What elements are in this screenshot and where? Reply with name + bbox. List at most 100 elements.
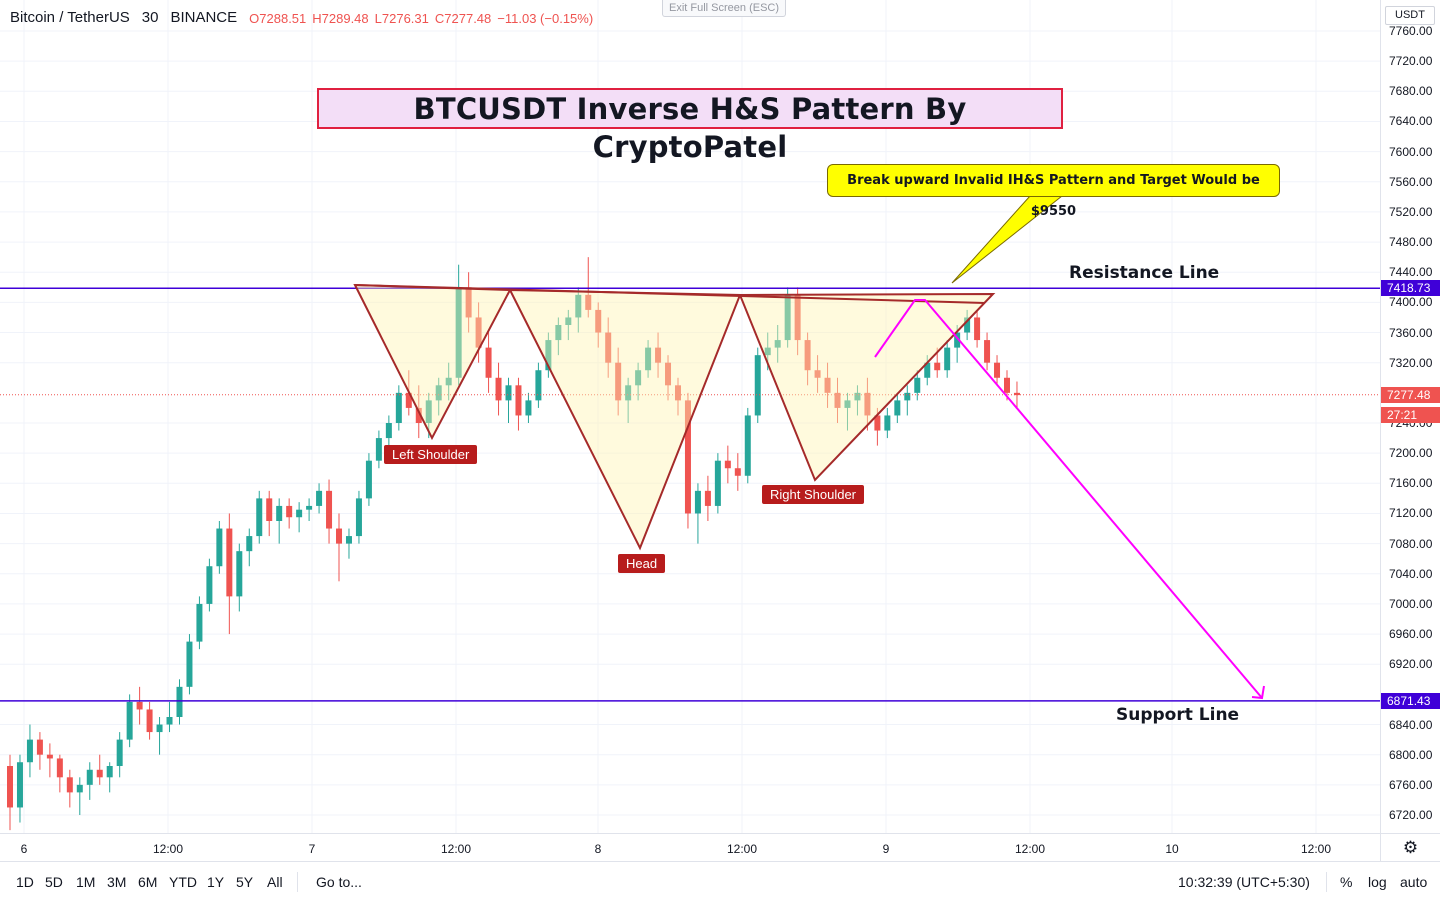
toolbar-divider: [297, 872, 298, 892]
candle-series: [7, 257, 1020, 831]
candle: [924, 355, 931, 386]
resistance-line-label[interactable]: Resistance Line: [1069, 263, 1220, 283]
candle: [316, 483, 323, 514]
price-tick-label: 7440.00: [1389, 265, 1433, 280]
time-tick-label: 12:00: [152, 842, 184, 856]
drawings: [0, 195, 1380, 702]
open-value: O7288.51: [249, 11, 307, 26]
gear-icon[interactable]: ⚙: [1380, 833, 1440, 861]
exit-fullscreen-button[interactable]: Exit Full Screen (ESC): [662, 0, 786, 17]
candle: [824, 362, 831, 408]
time-tick-label: 9: [882, 842, 890, 856]
high-value: H7289.48: [312, 11, 369, 26]
range-button-5y[interactable]: 5Y: [236, 874, 254, 890]
auto-scale-toggle[interactable]: auto: [1400, 874, 1428, 890]
last-price-tag: 7277.48: [1381, 387, 1440, 403]
candle: [714, 453, 721, 514]
candle: [296, 502, 303, 533]
range-button-1d[interactable]: 1D: [16, 874, 34, 890]
candle: [26, 724, 33, 778]
candle: [655, 332, 662, 378]
candle: [286, 498, 293, 529]
candle: [156, 717, 163, 755]
symbol-name[interactable]: Bitcoin / TetherUS: [10, 9, 130, 26]
candle: [136, 686, 143, 725]
support-price-tag: 6871.43: [1381, 693, 1440, 709]
callout-annotation[interactable]: Break upward Invalid IH&S Pattern and Ta…: [827, 164, 1280, 219]
candlestick-chart[interactable]: [0, 0, 1380, 833]
candle: [345, 528, 352, 559]
candle: [106, 762, 113, 793]
price-tick-label: 7360.00: [1389, 325, 1433, 340]
candle: [884, 407, 891, 439]
projection-arrowhead: [1251, 685, 1265, 700]
time-tick-label: 8: [594, 842, 602, 856]
time-tick-label: 6: [20, 842, 28, 856]
candle: [206, 558, 213, 612]
right-shoulder-label[interactable]: Right Shoulder: [762, 485, 864, 504]
candle: [126, 694, 133, 748]
time-tick-label: 12:00: [726, 842, 758, 856]
price-tick-label: 7760.00: [1389, 24, 1433, 38]
candle: [665, 355, 672, 401]
time-tick-label: 7: [308, 842, 316, 856]
price-axis[interactable]: USDT 7760.00 7720.00 7680.00 7640.00 7600.00…: [1380, 0, 1440, 833]
candle: [944, 340, 951, 378]
candle: [246, 528, 253, 567]
log-scale-toggle[interactable]: log: [1368, 874, 1387, 890]
candle: [854, 385, 861, 416]
resistance-price-tag: 7418.73: [1381, 280, 1440, 296]
range-button-5d[interactable]: 5D: [45, 874, 63, 890]
candle: [515, 377, 522, 431]
support-line-label[interactable]: Support Line: [1116, 705, 1240, 725]
chart-title-annotation[interactable]: BTCUSDT Inverse H&S Pattern By CryptoPat…: [317, 88, 1063, 164]
candle: [894, 392, 901, 423]
range-button-ytd[interactable]: YTD: [169, 874, 197, 890]
time-axis[interactable]: 6 12:00 7 12:00 8 12:00 9 12:00 10 12:00: [0, 833, 1380, 861]
percent-scale-toggle[interactable]: %: [1340, 874, 1353, 890]
candle: [724, 445, 731, 484]
head-label[interactable]: Head: [618, 554, 666, 573]
candle: [355, 490, 362, 544]
price-tick-label: 7720.00: [1389, 54, 1433, 69]
price-tick-label: 6720.00: [1389, 808, 1433, 822]
candle: [625, 377, 632, 423]
left-shoulder-label[interactable]: Left Shoulder: [384, 445, 478, 464]
candle: [575, 287, 582, 333]
price-tick-label: 6920.00: [1389, 657, 1433, 672]
timezone-clock[interactable]: 10:32:39 (UTC+5:30): [1178, 874, 1310, 890]
price-tick-label: 7000.00: [1389, 596, 1433, 611]
candle: [684, 392, 691, 529]
candle: [186, 634, 193, 695]
candle: [774, 325, 781, 363]
candle: [395, 385, 402, 431]
candle: [844, 392, 851, 431]
price-tick-label: 7320.00: [1389, 355, 1433, 370]
candle: [605, 317, 612, 378]
candle: [46, 743, 53, 778]
price-tick-label: 7480.00: [1389, 235, 1433, 250]
range-button-1m[interactable]: 1M: [76, 874, 96, 890]
candle: [76, 777, 83, 815]
exchange-label: BINANCE: [170, 9, 238, 26]
interval-label: 30: [141, 9, 159, 26]
candle: [36, 732, 43, 770]
candle: [635, 362, 642, 401]
candle: [465, 272, 472, 333]
range-button-1y[interactable]: 1Y: [207, 874, 225, 890]
price-tick-label: 7120.00: [1389, 506, 1433, 521]
candle: [375, 430, 382, 469]
range-button-all[interactable]: All: [267, 874, 283, 890]
currency-button[interactable]: USDT: [1385, 6, 1435, 25]
time-tick-label: 10: [1165, 842, 1179, 856]
candle: [216, 521, 223, 574]
time-tick-label: 12:00: [1014, 842, 1046, 856]
candle: [256, 490, 263, 544]
chart-pane[interactable]: Bitcoin / TetherUS 30 BINANCE O7288.51 H…: [0, 0, 1380, 833]
range-button-6m[interactable]: 6M: [138, 874, 158, 890]
candle: [834, 377, 841, 423]
candle: [306, 498, 313, 521]
range-button-3m[interactable]: 3M: [107, 874, 127, 890]
price-tick-label: 6840.00: [1389, 717, 1433, 732]
goto-date-button[interactable]: Go to...: [316, 874, 362, 890]
